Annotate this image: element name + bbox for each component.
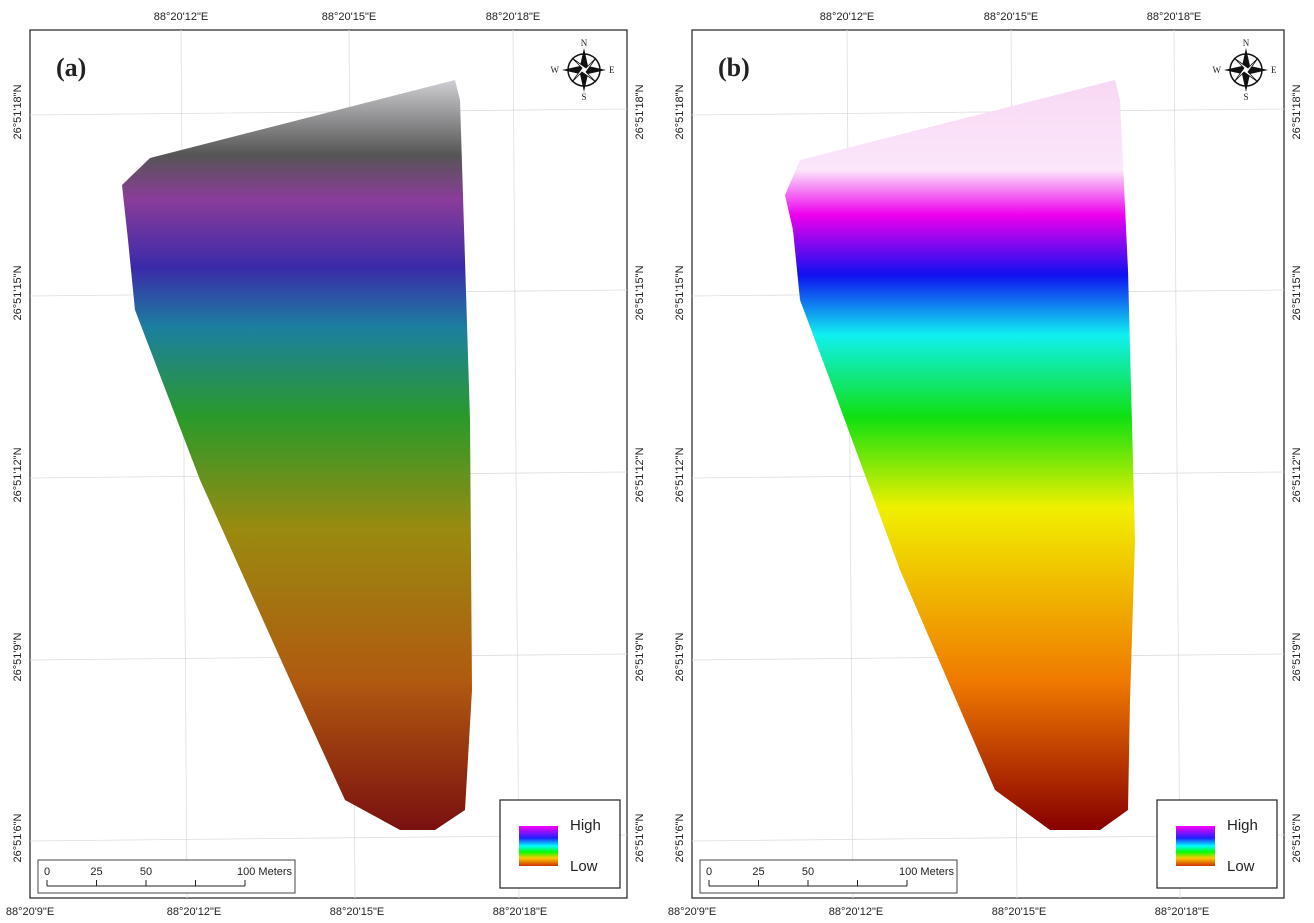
right-tick-label: 26°51'9"N	[634, 632, 646, 681]
map-panel: (b) 88°20'12"E 88°20'15"E 88°20'18"E 88°20'9…	[668, 11, 1303, 918]
legend-low: Low	[570, 858, 598, 875]
legend-box	[500, 800, 620, 888]
scale-label: 50	[140, 866, 152, 878]
scale-label: 100 Meters	[899, 866, 955, 878]
figure: (a) 88°20'12"E 88°20'15"E 88°20'18"E 88°20'9…	[0, 0, 1314, 923]
bottom-tick-label: 88°20'9"E	[668, 906, 716, 918]
scale-label: 50	[802, 866, 814, 878]
legend-ramp	[1176, 826, 1215, 866]
left-tick-label: 26°51'9"N	[674, 632, 686, 681]
scale-label: 25	[90, 866, 102, 878]
top-tick-label: 88°20'15"E	[322, 11, 376, 23]
left-tick-label: 26°51'18"N	[12, 84, 24, 139]
compass-e: E	[1271, 65, 1277, 75]
bottom-tick-label: 88°20'15"E	[330, 906, 384, 918]
left-tick-label: 26°51'15"N	[674, 265, 686, 320]
scale-label: 100 Meters	[237, 866, 293, 878]
bottom-tick-label: 88°20'18"E	[493, 906, 547, 918]
compass-s: S	[1243, 92, 1248, 102]
panel-label: (a)	[56, 53, 86, 82]
scale-label: 25	[752, 866, 764, 878]
legend-high: High	[1227, 817, 1258, 834]
bottom-tick-label: 88°20'18"E	[1155, 906, 1209, 918]
compass-n: N	[581, 38, 588, 48]
left-tick-label: 26°51'12"N	[674, 447, 686, 502]
legend-box	[1157, 800, 1277, 888]
right-tick-label: 26°51'18"N	[1291, 84, 1303, 139]
left-tick-label: 26°51'15"N	[12, 265, 24, 320]
bottom-tick-label: 88°20'12"E	[829, 906, 883, 918]
left-tick-label: 26°51'9"N	[12, 632, 24, 681]
left-tick-label: 26°51'6"N	[12, 813, 24, 862]
scale-label: 0	[44, 866, 50, 878]
page: {"panels": [ {"label": "(a)", "top_ticks…	[0, 0, 1314, 923]
legend-low: Low	[1227, 858, 1255, 875]
right-tick-label: 26°51'9"N	[1291, 632, 1303, 681]
left-tick-label: 26°51'6"N	[674, 813, 686, 862]
right-tick-label: 26°51'12"N	[1291, 447, 1303, 502]
left-tick-label: 26°51'12"N	[12, 447, 24, 502]
legend-ramp	[519, 826, 558, 866]
right-tick-label: 26°51'15"N	[634, 265, 646, 320]
compass-s: S	[581, 92, 586, 102]
compass-w: W	[1213, 65, 1222, 75]
right-tick-label: 26°51'15"N	[1291, 265, 1303, 320]
right-tick-label: 26°51'18"N	[634, 84, 646, 139]
bottom-tick-label: 88°20'12"E	[167, 906, 221, 918]
top-tick-label: 88°20'18"E	[486, 11, 540, 23]
left-tick-label: 26°51'18"N	[674, 84, 686, 139]
compass-e: E	[609, 65, 615, 75]
bottom-tick-label: 88°20'9"E	[6, 906, 54, 918]
right-tick-label: 26°51'12"N	[634, 447, 646, 502]
compass-w: W	[551, 65, 560, 75]
scale-label: 0	[706, 866, 712, 878]
legend-high: High	[570, 817, 601, 834]
top-tick-label: 88°20'12"E	[820, 11, 874, 23]
bottom-tick-label: 88°20'15"E	[992, 906, 1046, 918]
right-tick-label: 26°51'6"N	[1291, 813, 1303, 862]
map-panel: (a) 88°20'12"E 88°20'15"E 88°20'18"E 88°20'9…	[6, 11, 646, 918]
panel-label: (b)	[718, 53, 750, 82]
compass-n: N	[1243, 38, 1250, 48]
right-tick-label: 26°51'6"N	[634, 813, 646, 862]
top-tick-label: 88°20'18"E	[1147, 11, 1201, 23]
top-tick-label: 88°20'15"E	[984, 11, 1038, 23]
top-tick-label: 88°20'12"E	[154, 11, 208, 23]
